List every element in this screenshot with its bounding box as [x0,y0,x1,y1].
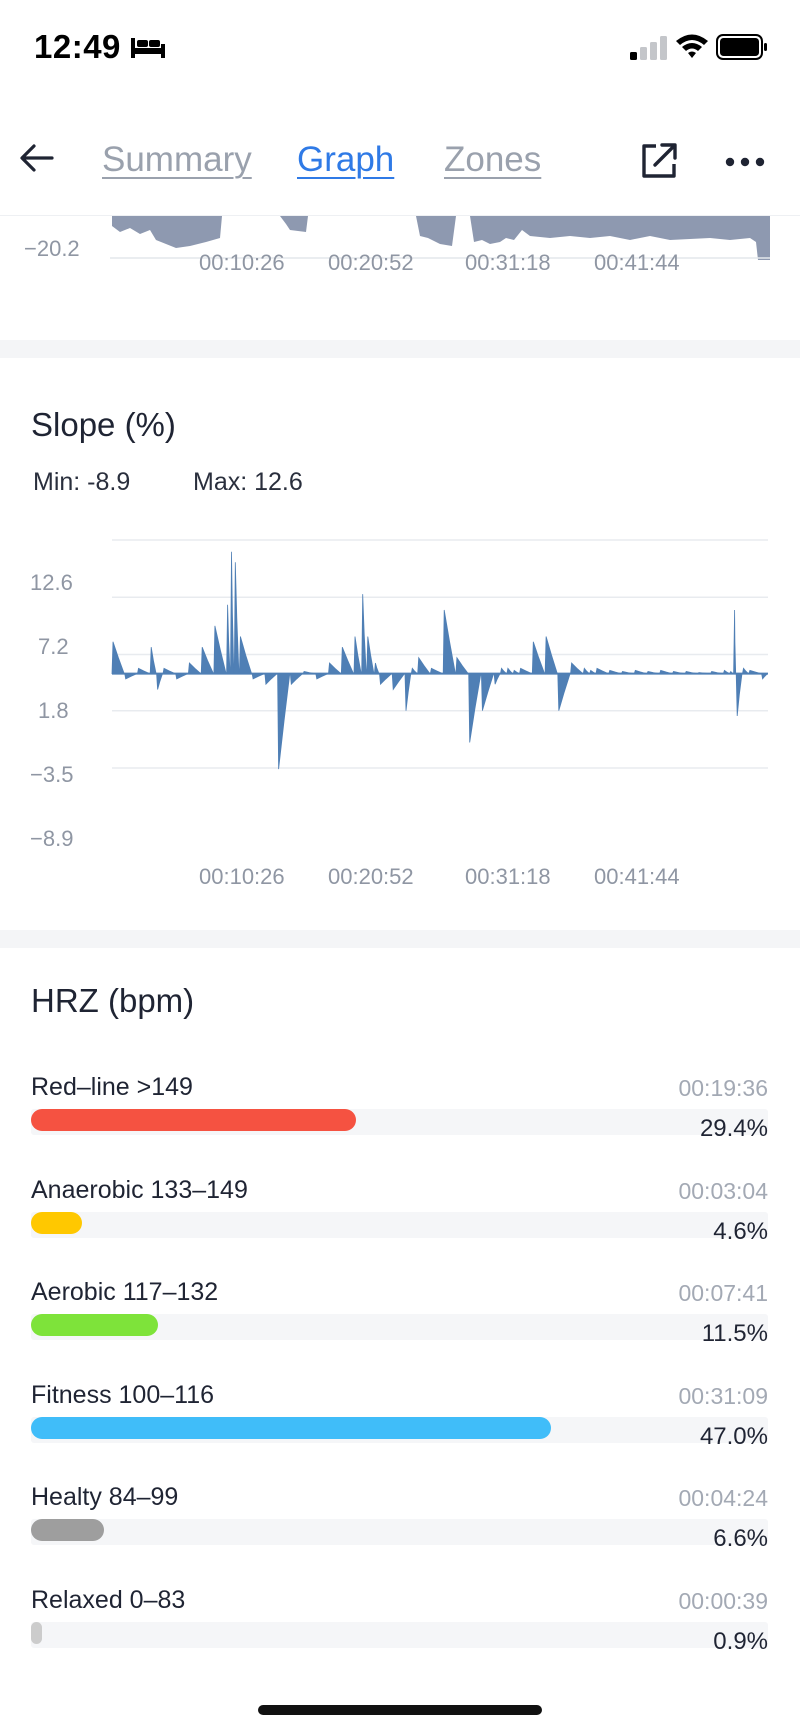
slope-max: Max: 12.6 [193,468,303,496]
zone-bar-fill [31,1416,551,1439]
zone-row: Fitness 100–116 00:31:09 47.0% [0,1381,800,1471]
zone-percent: 4.6% [713,1217,768,1245]
zone-label: Fitness 100–116 [31,1380,214,1409]
zone-row: Aerobic 117–132 00:07:41 11.5% [0,1278,800,1368]
slope-chart-card: Slope (%) Min: -8.9 Max: 12.6 12.6 7.2 1… [0,358,800,930]
tab-summary[interactable]: Summary [102,140,252,179]
tab-graph[interactable]: Graph [297,140,395,179]
zone-bar-fill [31,1314,158,1336]
zone-percent: 11.5% [701,1320,768,1347]
share-icon[interactable] [638,140,680,182]
more-icon[interactable] [724,150,766,174]
zone-percent: 29.4% [699,1115,768,1142]
hrz-title: HRZ (bpm) [31,982,195,1019]
tab-zones[interactable]: Zones [444,140,542,179]
hrz-card: HRZ (bpm) Red–line >149 00:19:36 29.4% Anae… [0,948,800,1708]
bed-icon [131,38,165,58]
x-tick-label: 00:20:52 [328,250,414,275]
home-indicator [258,1705,542,1715]
zone-bar-track [31,1519,768,1545]
x-tick-label: 00:20:52 [328,864,414,889]
zone-bar-fill [31,1621,42,1644]
zone-row: Anaerobic 133–149 00:03:04 4.6% [0,1176,800,1266]
elevation-area [112,216,770,260]
status-time: 12:49 [34,28,121,65]
zone-percent: 47.0% [699,1422,768,1450]
zone-time: 00:31:09 [678,1382,768,1409]
x-tick-label: 00:10:26 [199,864,285,889]
y-tick-label: −3.5 [30,762,74,787]
elevation-chart [110,216,770,260]
zone-label: Red–line >149 [31,1073,193,1101]
zone-bar-fill [31,1211,82,1234]
zone-bar-fill [31,1109,356,1131]
slope-title: Slope (%) [31,406,176,443]
zone-label: Relaxed 0–83 [31,1585,186,1614]
zone-time: 00:07:41 [678,1280,768,1306]
zone-row: Red–line >149 00:19:36 29.4% [0,1073,800,1163]
section-divider [0,930,800,948]
status-bar: 12:49 [0,0,800,100]
y-tick-label: −8.9 [30,826,74,851]
zone-label: Healty 84–99 [31,1483,179,1511]
zone-percent: 0.9% [713,1627,768,1655]
x-tick-label: 00:41:44 [594,250,680,275]
y-tick-label: −20.2 [24,236,80,261]
y-tick-label: 1.8 [38,698,69,723]
x-tick-label: 00:41:44 [594,864,680,889]
zone-row: Healty 84–99 00:04:24 6.6% [0,1483,800,1573]
wifi-icon [676,34,708,58]
y-tick-label: 12.6 [30,570,73,595]
zone-bar-track [31,1211,768,1238]
zone-bar-track [31,1621,768,1648]
zone-percent: 6.6% [713,1525,768,1552]
section-divider [0,340,800,358]
slope-min: Min: -8.9 [33,468,131,496]
signal-icon [630,36,667,60]
zone-label: Aerobic 117–132 [31,1278,219,1306]
slope-area [111,551,769,770]
zone-time: 00:19:36 [678,1075,768,1101]
back-arrow-icon[interactable] [18,140,56,176]
slope-chart [111,539,769,770]
zone-time: 00:03:04 [678,1177,768,1204]
y-tick-label: 7.2 [38,634,69,659]
x-tick-label: 00:31:18 [465,864,551,889]
zone-bar-fill [31,1519,104,1541]
zone-time: 00:04:24 [678,1485,768,1511]
x-tick-label: 00:31:18 [465,250,551,275]
elevation-chart-card: −20.2 00:10:26 00:20:52 00:31:18 00:41:4… [0,216,800,340]
zone-time: 00:00:39 [678,1587,768,1614]
nav-header: Summary Graph Zones [0,100,800,216]
x-tick-label: 00:10:26 [199,250,285,275]
zone-row: Relaxed 0–83 00:00:39 0.9% [0,1586,800,1676]
battery-icon [716,34,767,60]
zone-label: Anaerobic 133–149 [31,1175,248,1204]
